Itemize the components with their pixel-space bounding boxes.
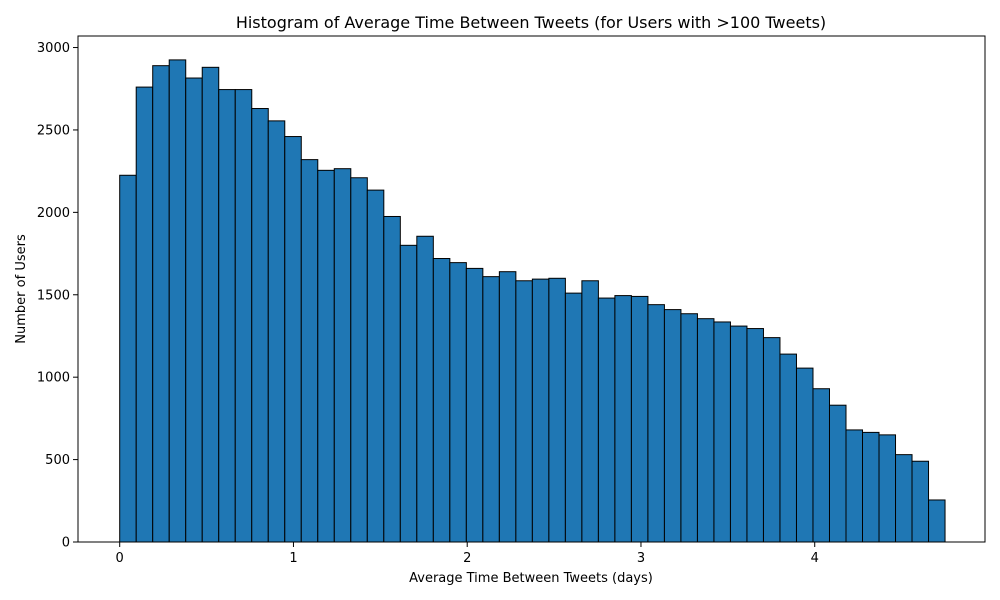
- histogram-bar: [630, 295, 649, 543]
- histogram-bar: [647, 304, 665, 543]
- histogram-bar: [498, 271, 517, 543]
- histogram-bar: [597, 297, 616, 543]
- histogram-bar: [928, 499, 946, 543]
- histogram-bar: [812, 388, 830, 543]
- y-tick-label: 2000: [37, 206, 70, 221]
- histogram-bar: [267, 120, 286, 543]
- histogram-bar: [663, 309, 682, 543]
- bars-group: [119, 59, 946, 543]
- plot-area-frame: [77, 35, 986, 543]
- y-tick-label: 1000: [37, 371, 70, 386]
- histogram-bar: [251, 108, 269, 543]
- histogram-bar: [185, 77, 203, 543]
- histogram-bar: [218, 89, 236, 543]
- histogram-bar: [614, 295, 632, 543]
- y-tick-label: 1500: [37, 288, 70, 303]
- histogram-bar: [284, 136, 302, 543]
- histogram-bar: [366, 189, 385, 543]
- histogram-bar: [548, 277, 566, 543]
- histogram-bar: [878, 434, 897, 543]
- histogram-bar: [911, 460, 930, 543]
- histogram-bar: [762, 337, 781, 543]
- histogram-bar: [696, 318, 715, 543]
- x-tick-label: 2: [463, 551, 471, 566]
- y-axis-label: Number of Users: [14, 234, 29, 344]
- histogram-bar: [895, 454, 913, 543]
- histogram-bar: [465, 267, 484, 543]
- x-tick-label: 3: [637, 551, 645, 566]
- histogram-bar: [300, 159, 319, 543]
- histogram-bar: [564, 292, 583, 543]
- y-tick-label: 3000: [37, 41, 70, 56]
- histogram-bar: [581, 280, 599, 543]
- histogram-bar: [432, 258, 451, 543]
- histogram-bar: [713, 321, 731, 543]
- histogram-bar: [201, 66, 220, 543]
- histogram-bar: [333, 168, 352, 543]
- histogram-bar: [152, 65, 170, 543]
- y-tick-label: 500: [45, 453, 70, 468]
- histogram-bar: [383, 215, 401, 543]
- histogram-bar: [350, 177, 368, 543]
- histogram-bar: [449, 262, 467, 543]
- histogram-bar: [399, 244, 418, 543]
- histogram-bar: [515, 280, 533, 543]
- x-tick-label: 1: [289, 551, 297, 566]
- histogram-bar: [779, 353, 797, 543]
- histogram-bar: [795, 367, 814, 543]
- histogram-bar: [119, 174, 137, 543]
- x-axis-ticks: 0 1 2 3 4: [116, 542, 819, 566]
- histogram-bar: [416, 235, 434, 543]
- histogram-bar: [729, 325, 748, 543]
- chart-title: Histogram of Average Time Between Tweets…: [236, 13, 826, 32]
- histogram-bar: [482, 276, 500, 543]
- histogram-bar: [234, 89, 253, 543]
- histogram-bar: [746, 328, 764, 543]
- histogram-bar: [828, 404, 847, 543]
- histogram-bar: [168, 59, 187, 543]
- x-axis-label: Average Time Between Tweets (days): [409, 571, 653, 586]
- histogram-bar: [680, 313, 698, 543]
- histogram-bar: [317, 169, 335, 543]
- x-tick-label: 4: [811, 551, 819, 566]
- histogram-bar: [531, 278, 550, 543]
- histogram-bar: [862, 431, 880, 543]
- histogram-bar: [845, 429, 864, 543]
- y-tick-label: 0: [62, 536, 70, 551]
- y-axis-ticks: 0 500 1000 1500 2000 2500 3000: [37, 41, 78, 551]
- x-tick-label: 0: [116, 551, 124, 566]
- y-tick-label: 2500: [37, 123, 70, 138]
- histogram-bar: [135, 86, 154, 543]
